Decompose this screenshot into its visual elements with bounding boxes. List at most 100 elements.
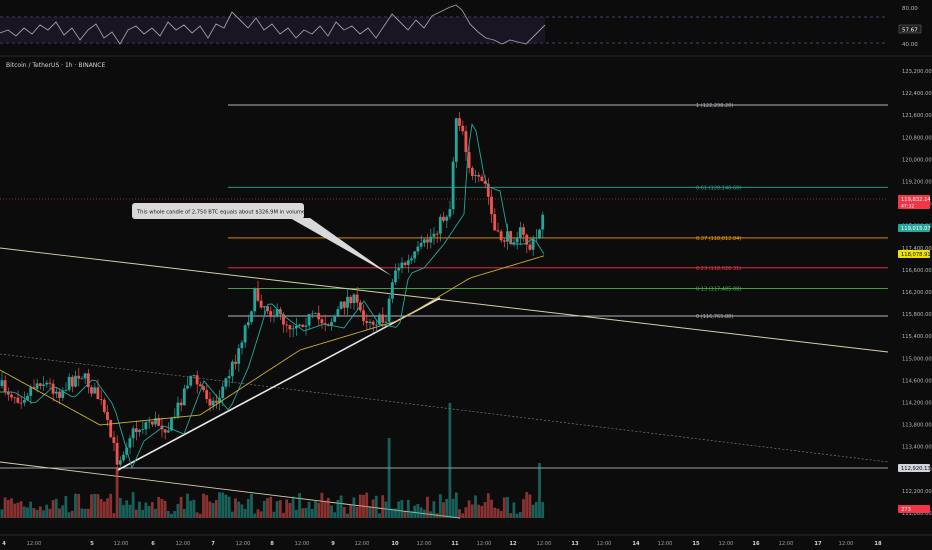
volume-bar [237,501,241,518]
candle-body [166,430,170,433]
ma-slow-line [0,255,545,426]
volume-bar [403,511,407,518]
volume-bar [192,499,196,518]
candle-body [458,118,461,126]
candle-body [518,227,522,239]
price-tick-label: 121,600.00 [902,113,932,119]
fib-label-1: 1 (122,298.20) [696,103,733,109]
volume-bar [102,501,106,518]
volume-bar [166,511,170,518]
volume-bar [339,495,343,518]
callout-box [132,203,304,219]
volume-bar [182,508,186,518]
volume-bars [0,403,545,518]
candle-body [432,233,436,237]
volume-bar [253,513,257,518]
time-tick-label: 18 [874,541,882,547]
candle-body [106,411,109,420]
candle-body [266,306,269,312]
price-badge [898,224,930,232]
candle-body [368,321,372,323]
candle-body [128,438,132,448]
volume-bar [394,508,397,518]
time-tick-label: 12:00 [719,541,734,547]
candle-body [330,321,333,326]
price-axis[interactable]: 123,200.00 122,400.00 121,600.00 120,800.00… [888,57,932,535]
rsi-line [0,4,546,45]
candlesticks [0,112,545,474]
candle-body [224,378,228,387]
rsi-level-40: 40.00 [902,42,918,48]
moving-averages [0,122,545,470]
volume-bar [515,513,519,518]
time-tick-label: 12:00 [779,541,794,547]
time-tick-label: 8 [270,541,274,547]
volume-bar [496,508,500,518]
price-badge-label: 273 [901,507,911,513]
volume-bar [29,501,33,518]
volume-bar [58,508,61,518]
volume-bar [384,501,388,518]
volume-bar [413,505,417,518]
fibonacci-retracement[interactable]: 1 (122,298.20) 0.61 (120,140.60) 0.37 (118… [0,103,888,469]
candle-body [141,429,145,430]
time-tick-label: 12:00 [295,541,310,547]
candle-body [378,314,381,325]
volume-bar [218,492,221,518]
volume-bar [531,504,535,518]
candle-body [355,294,359,303]
volume-bar [86,508,90,518]
volume-bar [438,494,442,518]
annotation-callout[interactable]: This whole candle of 2,750 BTC equals ab… [132,203,392,276]
candle-body [90,387,93,394]
volume-bar [291,496,295,518]
time-axis[interactable]: 4 12:00 5 12:00 6 12:00 7 12:00 8 12:00 9 12:00 10 12… [0,534,932,547]
candle-body [336,309,340,316]
volume-bar [448,403,452,518]
volume-bar [464,507,468,518]
volume-bar [525,492,529,518]
candle-body [464,131,468,153]
candle-body [531,238,535,250]
volume-bar [138,501,141,518]
volume-bar [150,502,154,518]
candle-body [198,384,202,387]
volume-bar [173,511,177,518]
candle-body [163,429,167,433]
price-axis-bg [888,57,932,535]
dotted-trendline [0,353,889,463]
volume-bar [106,498,109,518]
candle-body [253,288,257,312]
volume-bar [506,497,509,518]
volume-bar [538,463,541,518]
volume-bar [352,497,356,518]
volume-bar [358,494,362,518]
volume-bar [211,503,215,518]
volume-bar [122,505,125,518]
volume-bar [512,502,516,518]
candle-body [179,402,183,406]
candle-body [394,270,397,283]
candle-body [144,422,148,430]
candle-body [509,231,513,244]
candle-body [86,373,90,388]
volume-bar [10,498,13,518]
volume-bar [486,493,490,518]
candle-body [301,324,305,327]
candle-body [96,387,100,400]
volume-bar [224,494,228,518]
volume-bar [480,505,484,518]
time-tick-label: 12:00 [417,541,432,547]
volume-bar [64,495,68,518]
volume-bar [304,507,308,518]
volume-bar [278,500,282,518]
price-tick-label: 117,400.00 [902,246,932,252]
volume-bar [240,504,244,518]
candle-body [13,397,17,399]
volume-bar [256,509,260,518]
candle-body [512,242,516,244]
price-badge-label: 119,832.14 [901,197,931,203]
price-tick-label: 119,200.00 [902,180,932,186]
candle-body [294,325,298,329]
